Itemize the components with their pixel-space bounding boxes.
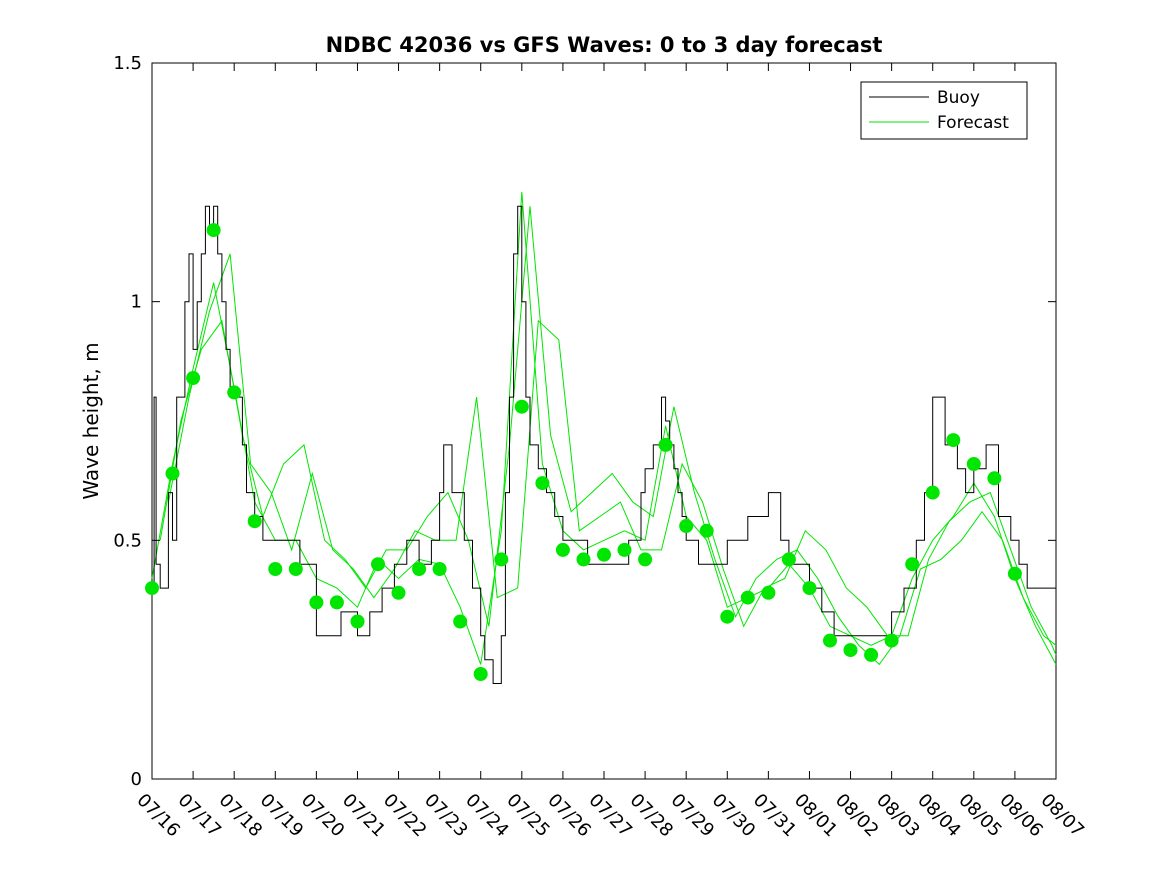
forecast-marker bbox=[473, 667, 488, 681]
forecast-marker bbox=[391, 585, 406, 600]
forecast-marker bbox=[761, 585, 776, 600]
forecast-marker bbox=[371, 557, 385, 572]
forecast-marker bbox=[1007, 566, 1022, 581]
plot-area bbox=[151, 62, 1057, 780]
forecast-marker bbox=[329, 595, 344, 610]
forecast-marker bbox=[823, 633, 837, 648]
forecast-marker bbox=[494, 552, 509, 567]
y-axis-label: Wave height, m bbox=[79, 342, 103, 499]
series-line-forecast-2 bbox=[159, 206, 1057, 666]
y-tick-label: 1.5 bbox=[113, 53, 142, 74]
chart-title: NDBC 42036 vs GFS Waves: 0 to 3 day fore… bbox=[326, 33, 883, 57]
forecast-marker bbox=[453, 614, 468, 629]
forecast-marker bbox=[555, 542, 570, 557]
series-layer bbox=[151, 191, 1057, 684]
forecast-marker bbox=[966, 457, 981, 471]
forecast-marker bbox=[699, 523, 714, 538]
y-tick-label: 0 bbox=[131, 769, 142, 790]
forecast-marker bbox=[186, 371, 201, 385]
forecast-marker bbox=[843, 643, 858, 658]
forecast-marker bbox=[638, 552, 653, 567]
forecast-marker bbox=[781, 552, 796, 567]
forecast-marker bbox=[206, 223, 221, 238]
series-line-buoy-0 bbox=[152, 205, 1056, 684]
series-line-forecast-3 bbox=[167, 253, 1057, 656]
legend-label-forecast: Forecast bbox=[937, 113, 1009, 133]
forecast-marker bbox=[288, 562, 303, 576]
forecast-marker bbox=[350, 614, 365, 629]
forecast-marker bbox=[412, 562, 427, 576]
forecast-marker bbox=[864, 647, 879, 662]
forecast-marker bbox=[905, 557, 920, 572]
forecast-marker bbox=[514, 399, 529, 414]
legend-box bbox=[860, 81, 1028, 140]
forecast-marker bbox=[227, 385, 242, 400]
y-tick-label: 0.5 bbox=[113, 530, 142, 551]
legend-label-buoy: Buoy bbox=[937, 88, 980, 108]
legend: Buoy Forecast bbox=[860, 81, 1028, 140]
forecast-marker bbox=[309, 595, 324, 610]
forecast-marker bbox=[946, 433, 961, 448]
forecast-marker bbox=[987, 471, 1002, 486]
forecast-marker bbox=[247, 514, 262, 529]
forecast-marker bbox=[432, 562, 447, 576]
forecast-marker bbox=[925, 485, 940, 500]
forecast-marker bbox=[145, 581, 159, 596]
forecast-marker bbox=[802, 581, 817, 596]
forecast-marker bbox=[740, 590, 755, 605]
y-tick-label: 1 bbox=[131, 292, 142, 313]
forecast-marker bbox=[884, 633, 899, 648]
forecast-marker bbox=[535, 476, 550, 491]
forecast-marker bbox=[617, 542, 632, 557]
forecast-marker bbox=[597, 547, 611, 562]
forecast-marker bbox=[268, 562, 283, 576]
forecast-marker bbox=[165, 466, 180, 481]
forecast-marker bbox=[679, 519, 694, 533]
series-line-forecast-1 bbox=[151, 191, 1057, 665]
forecast-marker bbox=[576, 552, 591, 567]
forecast-marker bbox=[720, 609, 735, 624]
forecast-marker bbox=[658, 437, 673, 452]
marker-layer bbox=[145, 223, 1022, 681]
